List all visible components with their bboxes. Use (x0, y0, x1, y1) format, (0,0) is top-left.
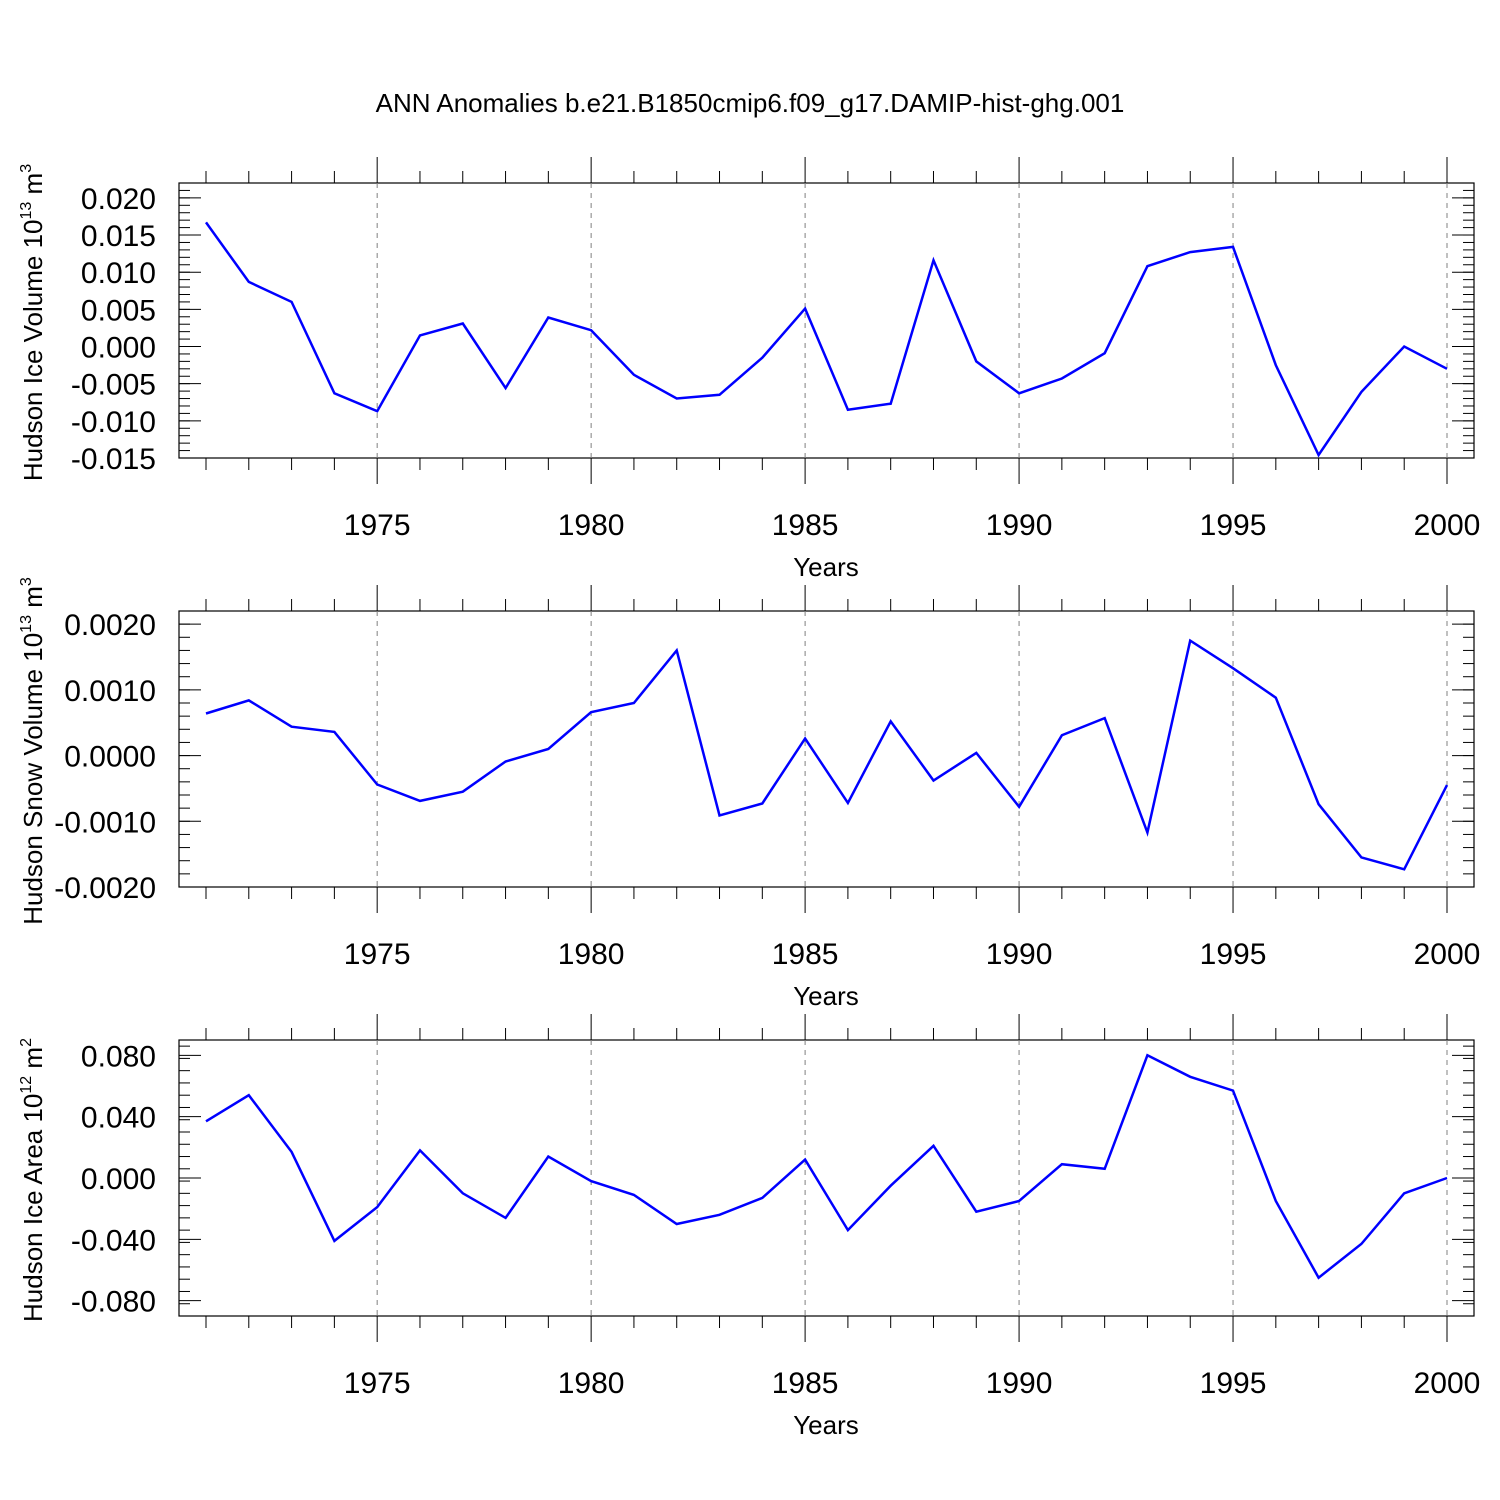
x-tick-label: 1975 (344, 938, 411, 971)
x-tick-label: 1980 (558, 938, 625, 971)
y-tick-label: 0.015 (81, 220, 156, 253)
series-line (204, 221, 1448, 458)
y-axis-label-text: Hudson Ice Area 10 (18, 1094, 48, 1322)
x-tick-label: 1975 (344, 1367, 411, 1400)
panel-1: 1975 1980 1985 1990 1995 2000 -0.015 -0.010 -0.0… (18, 157, 1480, 582)
x-tick-label: 2000 (1414, 1367, 1481, 1400)
plot-frame (178, 182, 1475, 459)
x-tick-label: 1985 (772, 1367, 839, 1400)
plot-frame (178, 1039, 1475, 1317)
x-tick-label: 1980 (558, 1367, 625, 1400)
y-axis-label-unit: m (18, 1047, 48, 1076)
x-tick-label: 1980 (558, 509, 625, 542)
x-tick-label: 1995 (1200, 1367, 1267, 1400)
x-tick-label: 2000 (1414, 509, 1481, 542)
y-axis-label-unit-exponent: 2 (18, 1038, 35, 1047)
y-tick-label: -0.080 (71, 1286, 156, 1319)
y-axis-label-text: Hudson Snow Volume 10 (18, 633, 48, 925)
y-axis-label-exponent: 13 (18, 202, 35, 220)
panels: 1975 1980 1985 1990 1995 2000 -0.015 -0.010 -0.0… (18, 157, 1480, 1440)
y-tick-label: 0.020 (81, 183, 156, 216)
y-tick-label: -0.0020 (54, 872, 156, 905)
y-tick-label: 0.000 (81, 332, 156, 365)
y-tick-label: -0.010 (71, 406, 156, 439)
y-axis-label: Hudson Ice Volume 1013 m3 (18, 164, 48, 481)
y-tick-label: 0.040 (81, 1102, 156, 1135)
x-tick-label: 1995 (1200, 938, 1267, 971)
y-tick-label: 0.0020 (64, 609, 156, 642)
y-tick-label: 0.0000 (64, 741, 156, 774)
y-tick-label: 0.000 (81, 1163, 156, 1196)
x-tick-label: 1975 (344, 509, 411, 542)
y-tick-label: -0.040 (71, 1224, 156, 1257)
y-axis-label-unit-exponent: 3 (18, 577, 35, 586)
y-axis-label: Hudson Ice Area 1012 m2 (18, 1038, 48, 1322)
y-tick-label: 0.010 (81, 257, 156, 290)
panel-2: 1975 1980 1985 1990 1995 2000 -0.0020 -0.0010 0.… (18, 577, 1480, 1011)
y-tick-label: 0.080 (81, 1040, 156, 1073)
x-tick-label: 1990 (986, 938, 1053, 971)
y-tick-label: 0.0010 (64, 675, 156, 708)
y-axis-label: Hudson Snow Volume 1013 m3 (18, 577, 48, 925)
y-axis-label-exponent: 12 (18, 1076, 35, 1094)
x-axis-label: Years (793, 981, 859, 1011)
x-tick-label: 1990 (986, 509, 1053, 542)
x-tick-label: 1985 (772, 938, 839, 971)
x-axis-label: Years (793, 552, 859, 582)
panel-3: 1975 1980 1985 1990 1995 2000 -0.080 -0.040 0.00… (18, 1014, 1480, 1440)
y-tick-label: 0.005 (81, 294, 156, 327)
x-axis-label: Years (793, 1410, 859, 1440)
x-tick-label: 1990 (986, 1367, 1053, 1400)
x-tick-label: 1985 (772, 509, 839, 542)
x-tick-label: 2000 (1414, 938, 1481, 971)
chart-title: ANN Anomalies b.e21.B1850cmip6.f09_g17.D… (376, 88, 1125, 118)
y-tick-label: -0.0010 (54, 806, 156, 839)
series-line (205, 638, 1449, 871)
series-line (205, 1053, 1448, 1280)
y-axis-label-exponent: 13 (18, 615, 35, 633)
x-tick-label: 1995 (1200, 509, 1267, 542)
plot-frame (178, 610, 1475, 888)
y-tick-label: -0.005 (71, 369, 156, 402)
y-axis-label-unit-exponent: 3 (18, 164, 35, 173)
y-axis-label-unit: m (18, 173, 48, 202)
y-axis-label-text: Hudson Ice Volume 10 (18, 219, 48, 481)
y-axis-label-unit: m (18, 586, 48, 615)
y-tick-label: -0.015 (71, 443, 156, 476)
